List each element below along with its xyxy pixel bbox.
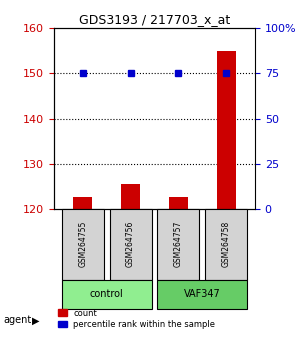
Text: control: control [90,289,124,299]
FancyBboxPatch shape [110,209,152,280]
FancyBboxPatch shape [158,209,200,280]
FancyBboxPatch shape [62,280,152,309]
Text: VAF347: VAF347 [184,289,221,299]
Bar [217,51,236,209]
Text: ▶: ▶ [32,315,39,325]
Text: GSM264758: GSM264758 [222,221,231,267]
FancyBboxPatch shape [205,209,247,280]
Text: agent: agent [3,315,31,325]
Title: GDS3193 / 217703_x_at: GDS3193 / 217703_x_at [79,13,230,26]
FancyBboxPatch shape [62,209,104,280]
Bar [121,184,140,209]
Text: GSM264757: GSM264757 [174,221,183,267]
FancyBboxPatch shape [158,280,247,309]
Text: GSM264755: GSM264755 [78,221,87,267]
Bar [73,198,92,209]
Bar [169,198,188,209]
Legend: count, percentile rank within the sample: count, percentile rank within the sample [58,309,215,329]
Text: GSM264756: GSM264756 [126,221,135,267]
